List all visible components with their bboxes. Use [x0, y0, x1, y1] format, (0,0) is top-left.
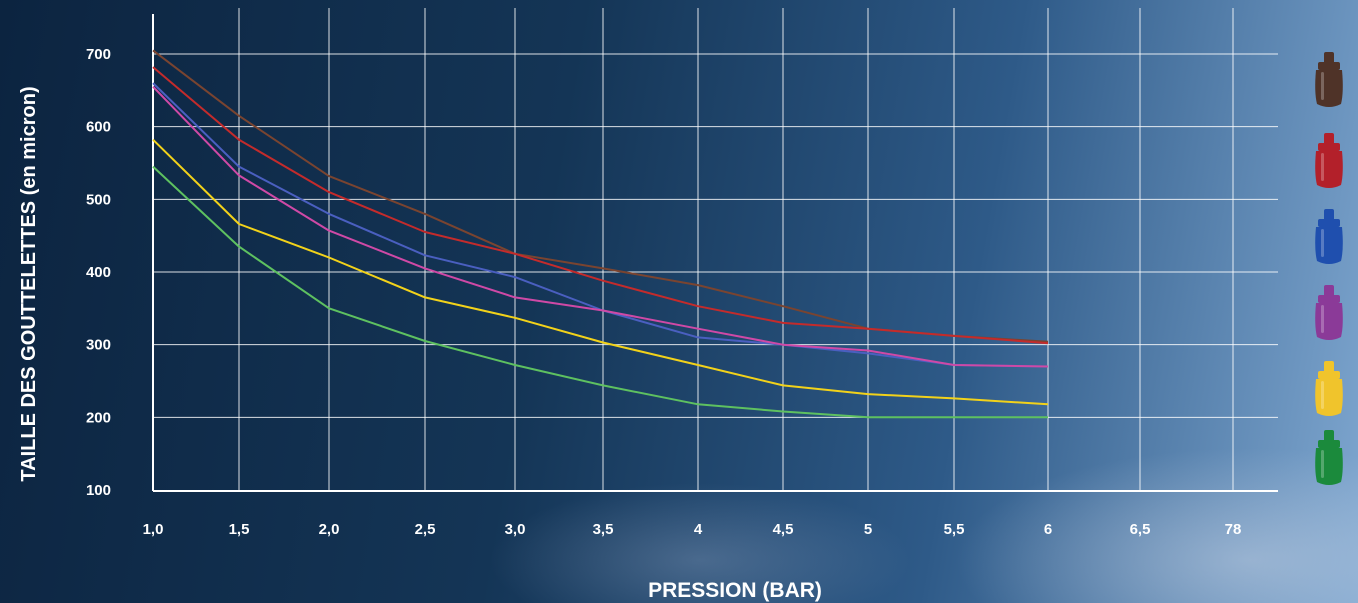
series-line-2: [152, 66, 1049, 345]
green-nozzle-icon: [1315, 430, 1343, 485]
y-tick-label: 700: [86, 46, 111, 63]
series-line-4: [152, 86, 1049, 368]
x-tick-label: 3,0: [505, 521, 526, 538]
chart-grid: [153, 8, 1278, 491]
y-axis-ticks: 100 200 300 400 500 600 700: [86, 46, 111, 499]
x-tick-label: 2,5: [415, 521, 436, 538]
brown-nozzle-icon: [1315, 52, 1343, 107]
x-tick-label: 3,5: [593, 521, 614, 538]
series-line-3: [152, 82, 1049, 368]
purple-nozzle-icon: [1315, 285, 1343, 340]
y-tick-label: 400: [86, 264, 111, 281]
red-nozzle-icon: [1315, 133, 1343, 188]
x-tick-label: 78: [1225, 521, 1242, 538]
chart-series: [152, 49, 1049, 419]
series-line-6: [152, 165, 1048, 419]
x-tick-label: 6,5: [1130, 521, 1151, 538]
x-tick-label: 6: [1044, 521, 1052, 538]
chart-axes: [152, 14, 1278, 492]
x-tick-label: 1,0: [143, 521, 164, 538]
y-tick-label: 200: [86, 409, 111, 426]
series-line-5: [152, 138, 1049, 406]
nozzle-legend: [1315, 52, 1343, 485]
series-line-1: [152, 49, 1049, 343]
x-tick-label: 4,5: [773, 521, 794, 538]
x-tick-label: 4: [694, 521, 703, 538]
y-axis-title: TAILLE DES GOUTTELETTES (en micron): [18, 86, 40, 481]
y-tick-label: 100: [86, 482, 111, 499]
blue-nozzle-icon: [1315, 209, 1343, 264]
x-axis-ticks: 1,0 1,5 2,0 2,5 3,0 3,5 4 4,5 5 5,5 6 6,5 78: [143, 521, 1242, 538]
y-tick-label: 300: [86, 337, 111, 354]
y-tick-label: 500: [86, 191, 111, 208]
x-axis-title: PRESSION (BAR): [648, 579, 822, 602]
x-tick-label: 5,5: [944, 521, 965, 538]
x-tick-label: 5: [864, 521, 872, 538]
x-tick-label: 2,0: [319, 521, 340, 538]
x-tick-label: 1,5: [229, 521, 250, 538]
y-tick-label: 600: [86, 119, 111, 136]
yellow-nozzle-icon: [1315, 361, 1343, 416]
